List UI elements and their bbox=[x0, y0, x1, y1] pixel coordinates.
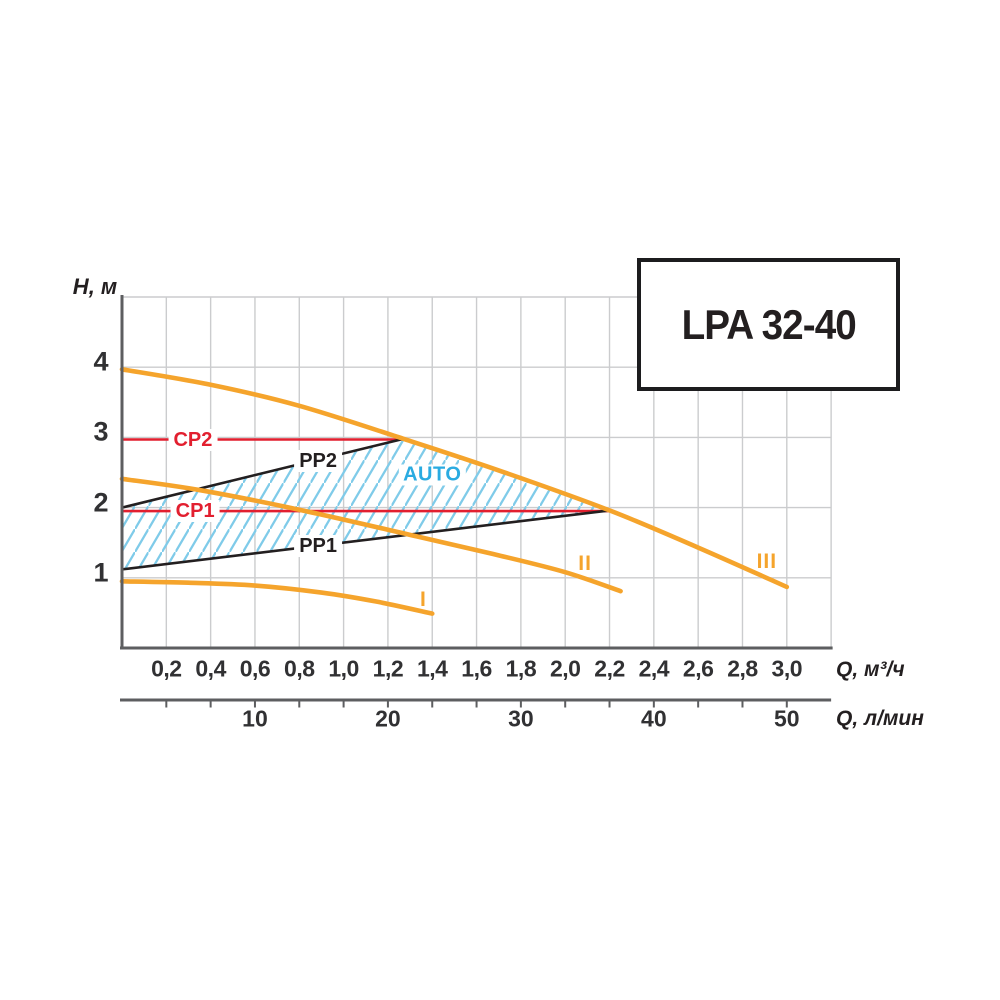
x-tick-label-m3h: 1,4 bbox=[416, 655, 448, 682]
x-axis-unit-lmin-label: Q, л/мин bbox=[836, 707, 924, 730]
speed-curve-II bbox=[119, 476, 623, 594]
proportional-line-pp1 bbox=[121, 509, 610, 571]
curve-label-speed-2: II bbox=[578, 551, 592, 575]
x-tick-label-m3h: 3,0 bbox=[771, 655, 803, 682]
x-tick-label-m3h: 1,6 bbox=[461, 655, 492, 682]
x-tick-label-m3h: 2,8 bbox=[727, 655, 758, 682]
x-tick-label-m3h: 2,4 bbox=[638, 655, 670, 682]
auto-region-label: AUTO bbox=[399, 464, 466, 486]
auto-region bbox=[122, 438, 610, 570]
y-tick-label: 3 bbox=[93, 416, 109, 447]
x-axis-unit-m3h-label: Q, м³/ч bbox=[836, 658, 905, 681]
pp1-line-label: PP1 bbox=[294, 535, 343, 558]
x-tick-label-lmin: 20 bbox=[375, 705, 401, 732]
cp2-line-label: CP2 bbox=[168, 428, 218, 451]
speed-curve-I bbox=[119, 579, 435, 616]
x-tick-label-m3h: 0,4 bbox=[195, 655, 226, 682]
x-tick-label-lmin: 50 bbox=[774, 705, 800, 732]
model-title: LPA 32-40 bbox=[681, 300, 856, 348]
cp1-line-label: CP1 bbox=[170, 500, 220, 523]
x-tick-label-m3h: 2,0 bbox=[549, 655, 581, 682]
speed-curve-III bbox=[119, 367, 790, 590]
x-tick-label-m3h: 0,6 bbox=[239, 655, 271, 682]
y-tick-label: 1 bbox=[93, 557, 109, 588]
x-tick-label-m3h: 2,6 bbox=[682, 655, 714, 682]
x-tick-label-m3h: 0,8 bbox=[284, 655, 315, 682]
y-tick-label: 4 bbox=[93, 346, 109, 377]
y-axis-unit-label: H, м bbox=[72, 274, 118, 299]
x-tick-label-m3h: 2,2 bbox=[594, 655, 625, 682]
curve-label-speed-1: I bbox=[419, 588, 427, 612]
x-tick-label-lmin: 30 bbox=[508, 705, 534, 732]
x-tick-label-m3h: 1,0 bbox=[328, 655, 359, 682]
x-tick-label-lmin: 10 bbox=[242, 705, 268, 732]
x-tick-label-m3h: 0,2 bbox=[151, 655, 182, 682]
x-tick-label-m3h: 1,2 bbox=[372, 655, 404, 682]
pp2-line-label: PP2 bbox=[294, 449, 343, 472]
x-tick-label-lmin: 40 bbox=[641, 705, 667, 732]
x-tick-label-m3h: 1,8 bbox=[505, 655, 537, 682]
model-title-box: LPA 32-40 bbox=[637, 258, 900, 391]
curve-label-speed-3: III bbox=[756, 550, 778, 574]
y-tick-label: 2 bbox=[93, 487, 109, 518]
proportional-line-pp2 bbox=[121, 437, 404, 509]
